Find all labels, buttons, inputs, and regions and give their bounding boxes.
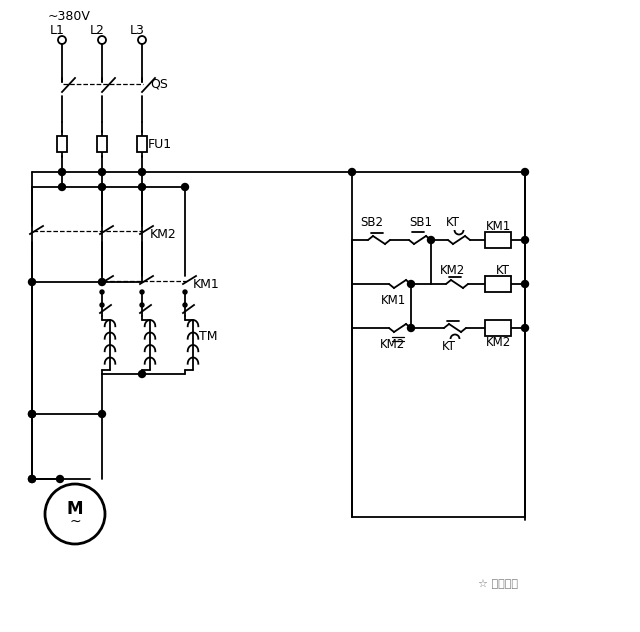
Circle shape xyxy=(522,169,529,176)
Text: KM1: KM1 xyxy=(193,277,220,291)
Bar xyxy=(137,136,147,152)
Circle shape xyxy=(140,303,144,307)
Circle shape xyxy=(138,183,145,190)
Text: ☆ 技成培训: ☆ 技成培训 xyxy=(478,579,518,589)
Bar xyxy=(57,136,67,152)
Bar xyxy=(485,232,511,248)
Circle shape xyxy=(100,290,104,294)
Circle shape xyxy=(138,370,145,377)
Circle shape xyxy=(522,281,529,288)
Circle shape xyxy=(56,475,63,482)
Circle shape xyxy=(29,475,35,482)
Circle shape xyxy=(183,290,187,294)
Text: TM: TM xyxy=(199,329,218,343)
Bar xyxy=(485,276,511,292)
Circle shape xyxy=(99,279,106,286)
Bar xyxy=(485,320,511,336)
Text: L2: L2 xyxy=(90,23,104,37)
Text: FU1: FU1 xyxy=(148,138,172,150)
Circle shape xyxy=(140,290,144,294)
Text: KT: KT xyxy=(446,216,460,229)
Circle shape xyxy=(428,236,435,243)
Text: KT: KT xyxy=(496,264,510,277)
Circle shape xyxy=(183,303,187,307)
Text: QS: QS xyxy=(150,78,168,90)
Text: L1: L1 xyxy=(49,23,65,37)
Circle shape xyxy=(100,303,104,307)
Text: SB2: SB2 xyxy=(360,216,383,229)
Text: KT: KT xyxy=(442,339,456,353)
Circle shape xyxy=(99,183,106,190)
Circle shape xyxy=(408,281,415,288)
Circle shape xyxy=(29,475,35,482)
Circle shape xyxy=(99,411,106,418)
Text: KM2: KM2 xyxy=(486,336,511,348)
Circle shape xyxy=(58,183,65,190)
Circle shape xyxy=(522,236,529,243)
Text: KM2: KM2 xyxy=(440,264,465,277)
Text: KM2: KM2 xyxy=(380,337,405,351)
Circle shape xyxy=(522,324,529,332)
Text: KM1: KM1 xyxy=(381,293,406,307)
Circle shape xyxy=(29,411,35,418)
Text: KM2: KM2 xyxy=(150,228,177,241)
Text: M: M xyxy=(67,500,83,518)
Circle shape xyxy=(29,411,35,418)
Circle shape xyxy=(408,324,415,332)
Circle shape xyxy=(99,169,106,176)
Text: SB1: SB1 xyxy=(409,216,432,229)
Text: KM1: KM1 xyxy=(486,219,511,233)
Circle shape xyxy=(138,169,145,176)
Text: L3: L3 xyxy=(129,23,145,37)
Bar xyxy=(97,136,107,152)
Text: ~: ~ xyxy=(69,515,81,529)
Circle shape xyxy=(349,169,355,176)
Circle shape xyxy=(182,183,189,190)
Text: ~380V: ~380V xyxy=(48,9,91,23)
Circle shape xyxy=(58,169,65,176)
Circle shape xyxy=(29,279,35,286)
